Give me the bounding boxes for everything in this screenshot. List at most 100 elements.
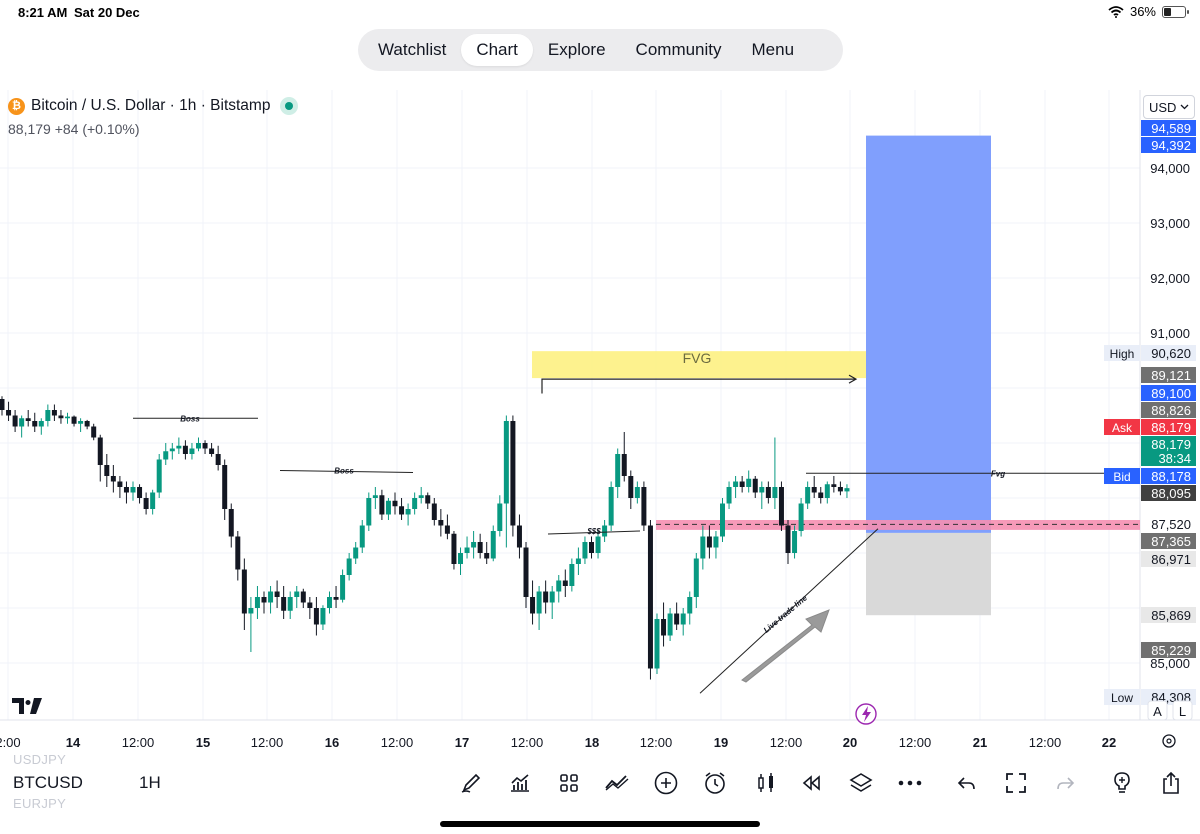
candle-body: [228, 509, 234, 537]
candle: [412, 492, 418, 515]
tab-explore[interactable]: Explore: [547, 40, 606, 59]
candle-body: [353, 547, 359, 559]
candle: [189, 443, 195, 460]
symbol-title[interactable]: Bitcoin / U.S. Dollar · 1h · Bitstamp: [31, 97, 271, 114]
support-band[interactable]: [656, 520, 1140, 530]
fvg-zone[interactable]: [532, 351, 866, 379]
candle-body: [0, 399, 5, 410]
candle: [785, 520, 791, 564]
candle-body: [680, 613, 686, 625]
candle-body: [464, 547, 470, 553]
y-tick-label: 91,000: [1150, 326, 1190, 341]
price-tag-ask: [1104, 419, 1140, 435]
candle-body: [516, 525, 522, 548]
price-tag-label: Low: [1111, 691, 1133, 705]
indicators-icon[interactable]: [505, 768, 535, 798]
candle: [222, 459, 228, 520]
candle: [182, 440, 188, 460]
drawing-pen-icon[interactable]: [456, 768, 486, 798]
compare-icon[interactable]: [602, 768, 632, 798]
candle: [228, 503, 234, 548]
live-trade-line[interactable]: [699, 528, 879, 694]
candle-body: [156, 459, 162, 493]
replay-icon[interactable]: [797, 768, 827, 798]
candle-body: [451, 533, 457, 564]
candle-body: [837, 487, 843, 492]
bitcoin-icon: ₿: [8, 97, 25, 115]
boss-line-2[interactable]: [279, 470, 414, 473]
ideas-bulb-icon[interactable]: [1107, 768, 1137, 798]
candle-body: [726, 487, 732, 504]
x-tick-label: 17: [455, 735, 469, 750]
price-axis-label: [1141, 551, 1196, 567]
candle: [313, 597, 319, 636]
grid-layout-icon[interactable]: [554, 768, 584, 798]
symbol-header[interactable]: ₿ Bitcoin / U.S. Dollar · 1h · Bitstamp: [8, 97, 299, 115]
candle-body: [720, 503, 725, 537]
candle: [477, 533, 483, 559]
share-icon[interactable]: [1156, 768, 1186, 798]
add-icon[interactable]: [651, 768, 681, 798]
candle: [385, 498, 391, 520]
price-axis-label: [1141, 485, 1196, 501]
candle-body: [38, 421, 44, 427]
log-scale-button[interactable]: [1172, 700, 1193, 721]
auto-scale-button[interactable]: [1147, 700, 1168, 721]
redo-icon[interactable]: [1050, 768, 1080, 798]
bottom-symbol[interactable]: BTCUSD: [13, 773, 83, 792]
candle: [765, 481, 771, 504]
tab-chart[interactable]: Chart: [461, 34, 533, 66]
layers-icon[interactable]: [846, 768, 876, 798]
price-axis-label-text: 94,392: [1151, 138, 1191, 153]
candle-type-icon[interactable]: [751, 768, 781, 798]
tab-community[interactable]: Community: [635, 40, 722, 59]
candle-body: [438, 520, 444, 526]
price-tag-label: Bid: [1113, 470, 1130, 484]
candle: [58, 410, 64, 424]
fullscreen-icon[interactable]: [1001, 768, 1031, 798]
tab-watchlist[interactable]: Watchlist: [378, 40, 447, 59]
candle-body: [589, 542, 594, 553]
x-tick-label: 22: [1102, 735, 1116, 750]
x-tick-label: 15: [196, 735, 210, 750]
price-axis-label-text: 85,229: [1151, 643, 1191, 658]
currency-select[interactable]: USD: [1143, 95, 1195, 119]
candle-body: [346, 558, 352, 575]
candle-body: [385, 500, 391, 515]
candle-body: [268, 591, 274, 603]
candle: [674, 602, 680, 630]
candle: [32, 412, 38, 432]
candle: [451, 531, 457, 570]
x-tick-label: 20: [843, 735, 857, 750]
alert-clock-icon[interactable]: [700, 768, 730, 798]
price-chart[interactable]: 2:00 14 12:00 15 12:00 16 12:00 17 12:00 18 12:00 1…: [0, 90, 1200, 754]
candle-body: [117, 481, 123, 487]
more-icon[interactable]: [895, 768, 925, 798]
candle: [720, 498, 725, 542]
undo-icon[interactable]: [952, 768, 982, 798]
candle-body: [595, 536, 601, 553]
gear-icon[interactable]: [1162, 734, 1176, 748]
candle-body: [772, 487, 778, 498]
tab-menu[interactable]: Menu: [751, 40, 795, 59]
candle: [405, 503, 411, 526]
candle: [549, 586, 555, 619]
bottom-interval[interactable]: 1H: [139, 773, 161, 792]
candle-body: [765, 487, 771, 498]
candle-body: [811, 487, 817, 493]
candle: [399, 498, 405, 520]
x-tick-label: 14: [66, 735, 81, 750]
candle-body: [97, 437, 103, 465]
candle: [431, 498, 437, 526]
candle: [595, 531, 601, 559]
price-axis-label-text: 87,365: [1151, 534, 1191, 549]
candle-body: [523, 547, 529, 597]
long-position-profit-zone[interactable]: [866, 135, 991, 533]
candle-body: [831, 484, 837, 487]
liquidity-line[interactable]: [547, 530, 641, 535]
candle-body: [143, 498, 149, 509]
candle-body: [654, 619, 660, 669]
candle-body: [582, 542, 588, 559]
long-position-stop-zone[interactable]: [866, 532, 991, 616]
x-tick-label: 2:00: [0, 735, 21, 750]
